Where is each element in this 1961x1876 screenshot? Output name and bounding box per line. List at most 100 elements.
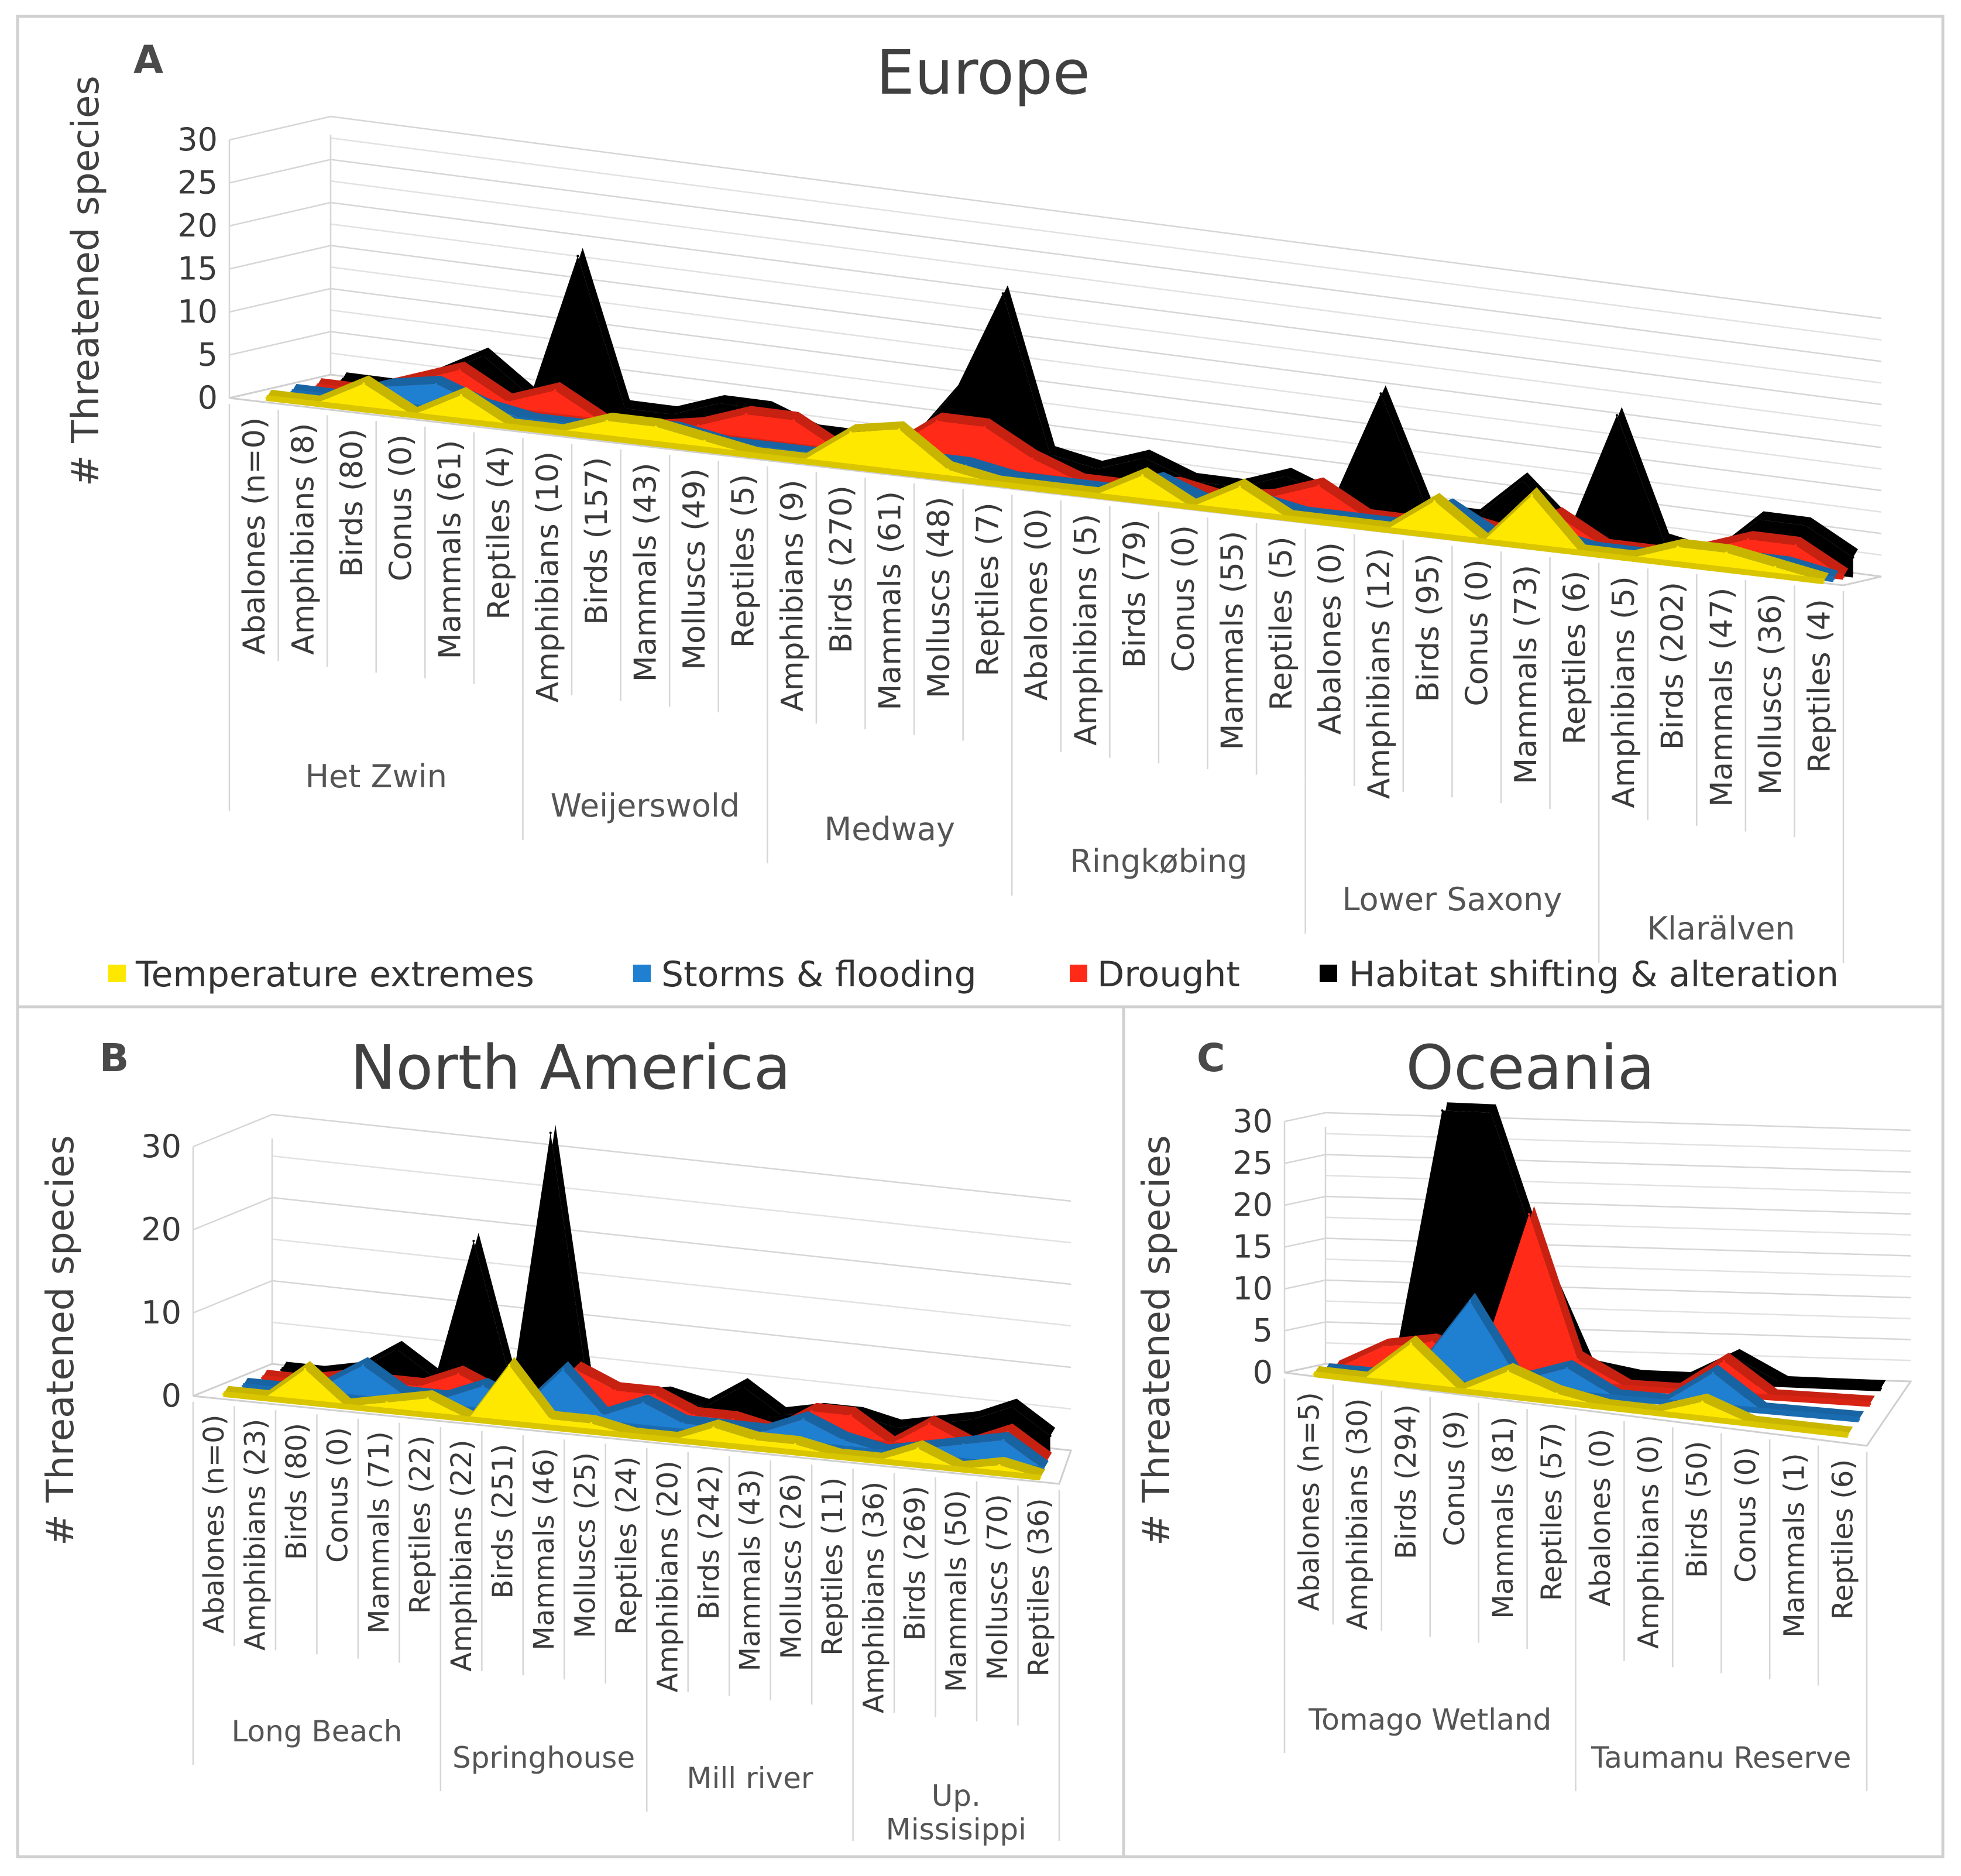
panel-b-category-label-20: Reptiles (36) [1023, 1498, 1056, 1676]
panel-a-category-label-17: Amphibians (5) [1069, 514, 1104, 746]
panel-a-point-temperature-extremes-8 [654, 425, 657, 428]
panel-a-group-label-ringk-bing: Ringkøbing [1070, 843, 1247, 880]
panel-a-group-label-medway: Medway [825, 811, 955, 848]
panel-a-letter: A [133, 37, 163, 83]
panel-a-y-tick-label: 0 [198, 379, 218, 416]
panel-c-back-gridline [1325, 1195, 1911, 1215]
panel-b-category-label-4: Mammals (71) [363, 1431, 396, 1634]
panel-c-side-gridline [1284, 1237, 1326, 1248]
panel-a-group-label-lower-saxony: Lower Saxony [1342, 881, 1562, 918]
panel-a-point-habitat-shifting-alteration-25 [1521, 479, 1524, 482]
panel-a-side-gridline [229, 331, 331, 356]
panel-c-category-label-5: Reptiles (57) [1536, 1422, 1568, 1601]
panel-b-series-area [223, 1365, 1040, 1478]
panel-a-category-label-27: Reptiles (6) [1558, 571, 1593, 745]
panel-a-side-gridline [229, 287, 331, 313]
panel-a-series-area [266, 383, 1824, 582]
panel-c-point-storms-flooding-5 [1566, 1367, 1569, 1370]
panel-b-minor-gridline [272, 1238, 1071, 1327]
panel-c-category-label-2: Birds (294) [1390, 1404, 1423, 1559]
panel-a-point-temperature-extremes-13 [898, 428, 901, 431]
panel-a-y-tick-label: 25 [177, 164, 218, 201]
panel-b-category-label-7: Birds (251) [486, 1444, 519, 1599]
panel-b-category-label-3: Conus (0) [321, 1427, 354, 1563]
panel-b-category-label-13: Mammals (43) [734, 1469, 767, 1671]
panel-b-side-gridline [193, 1280, 273, 1314]
panel-c-point-drought-1 [1382, 1345, 1385, 1348]
panel-b-point-temperature-extremes-13 [753, 1439, 756, 1442]
panel-a-y-tick-label: 20 [177, 207, 218, 244]
panel-c-back-gridline [1325, 1154, 1911, 1173]
panel-a-series-top-face [266, 375, 1829, 582]
panel-b-point-habitat-shifting-alteration-5 [472, 1240, 475, 1243]
panel-a-point-temperature-extremes-12 [849, 431, 852, 434]
panel-c-minor-gridline [1325, 1133, 1911, 1152]
panel-c-minor-gridline [1325, 1216, 1911, 1236]
panel-b-category-label-9: Molluscs (25) [569, 1452, 602, 1638]
legend-item-temperature: Temperature extremes [108, 954, 534, 995]
panel-b-category-label-17: Birds (269) [899, 1486, 932, 1641]
panel-a-point-temperature-extremes-18 [1141, 474, 1144, 477]
panel-b-point-storms-flooding-6 [482, 1384, 485, 1387]
panel-c-point-habitat-shifting-alteration-3 [1489, 1111, 1492, 1114]
panel-c-letter: C [1197, 1035, 1225, 1081]
panel-a-category-label-4: Mammals (61) [432, 440, 468, 660]
panel-c-point-drought-5 [1577, 1358, 1579, 1361]
legend-item-drought: Drought [1070, 954, 1240, 995]
panel-b-category-label-2: Birds (80) [280, 1423, 313, 1560]
panel-a-point-drought-13 [935, 419, 938, 422]
panel-b-category-label-11: Amphibians (20) [651, 1460, 684, 1692]
panel-a-category-label-23: Amphibians (12) [1362, 548, 1397, 799]
panel-a-back-gridline [330, 159, 1882, 362]
y-axis-title-europe: # Threatened species [64, 76, 108, 486]
legend-swatch-habitat [1320, 965, 1337, 982]
panel-a-point-temperature-extremes-24 [1433, 500, 1436, 503]
panel-a-point-temperature-extremes-9 [703, 440, 706, 443]
panel-b-category-label-19: Molluscs (70) [981, 1494, 1014, 1680]
panel-a-y-tick-label: 15 [177, 251, 218, 287]
panel-b-point-temperature-extremes-4 [385, 1401, 388, 1404]
panel-b-point-habitat-shifting-alteration-3 [396, 1347, 399, 1350]
panel-a-point-temperature-extremes-14 [946, 468, 949, 471]
panel-a-point-habitat-shifting-alteration-3 [482, 354, 485, 357]
panel-a-point-temperature-extremes-31 [1774, 565, 1777, 568]
panel-a-point-temperature-extremes-29 [1677, 546, 1680, 548]
panel-c-series-baseline [1313, 1371, 1849, 1438]
legend-item-habitat: Habitat shifting & alteration [1320, 954, 1839, 995]
panel-a-category-label-20: Mammals (55) [1215, 531, 1251, 750]
panel-b-series-baseline [223, 1391, 1041, 1481]
panel-b-point-temperature-extremes-8 [549, 1418, 552, 1421]
panel-b-point-temperature-extremes-9 [589, 1422, 592, 1425]
panel-a-point-habitat-shifting-alteration-14 [1001, 292, 1004, 295]
panel-a-category-label-1: Amphibians (8) [286, 423, 321, 655]
panel-b-point-temperature-extremes-14 [794, 1443, 796, 1446]
panel-c-category-label-11: Reptiles (6) [1826, 1459, 1859, 1620]
panel-c-y-tick-label: 15 [1232, 1229, 1273, 1265]
panel-b-y-tick-label: 0 [162, 1377, 181, 1414]
panel-c-point-habitat-shifting-alteration-2 [1441, 1109, 1444, 1112]
panel-b-group-label-long-beach: Long Beach [232, 1714, 403, 1748]
panel-b-minor-gridline [272, 1321, 1071, 1410]
panel-c-group-label-taumanu-reserve: Taumanu Reserve [1591, 1741, 1851, 1775]
panel-c-series-top-face [1314, 1335, 1853, 1435]
panel-b-point-storms-flooding-3 [362, 1364, 365, 1367]
panel-a-category-label-11: Amphibians (9) [775, 480, 810, 712]
panel-a-minor-gridline [330, 223, 1882, 427]
y-axis-title-oceania: # Threatened species [1135, 1135, 1179, 1546]
legend: Temperature extremes Storms & flooding D… [108, 954, 1839, 995]
panel-c-point-storms-flooding-3 [1469, 1299, 1472, 1302]
panel-b-point-drought-5 [457, 1372, 460, 1375]
panel-a-point-habitat-shifting-alteration-16 [1096, 468, 1099, 471]
panel-b-series-temperature-extremes [222, 1357, 1046, 1481]
panel-c-category-label-9: Conus (0) [1730, 1447, 1763, 1583]
panel-b-back-gridline [272, 1196, 1071, 1285]
panel-c-category-label-6: Abalones (0) [1584, 1429, 1617, 1607]
panel-b-point-habitat-shifting-alteration-12 [741, 1385, 744, 1388]
panel-b-series-area [242, 1365, 1044, 1470]
panel-b-point-storms-flooding-9 [602, 1414, 605, 1417]
panel-a-point-habitat-shifting-alteration-7 [671, 413, 674, 416]
panel-b-category-label-14: Molluscs (26) [775, 1473, 808, 1659]
panel-b-point-drought-17 [928, 1422, 930, 1425]
panel-c-point-drought-8 [1722, 1359, 1725, 1362]
